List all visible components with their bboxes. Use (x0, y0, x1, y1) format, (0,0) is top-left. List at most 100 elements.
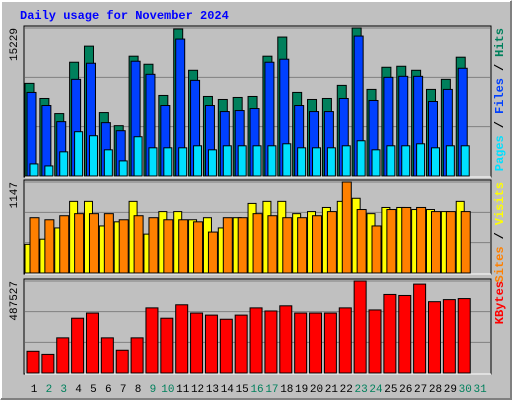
x-tick-label: 21 (325, 384, 339, 396)
bar (413, 283, 427, 374)
x-tick-label: 6 (105, 384, 112, 396)
x-tick-label: 7 (120, 384, 127, 396)
bar (178, 147, 188, 177)
bar (29, 163, 39, 177)
bar (371, 149, 381, 177)
bar (148, 147, 158, 177)
bar (163, 219, 174, 274)
bar (297, 217, 308, 274)
legend-entry: Pages (493, 135, 507, 171)
bar (44, 219, 55, 274)
y-tick-label: 15229 (9, 28, 21, 61)
bar (59, 151, 69, 177)
bar (282, 143, 292, 177)
bar (103, 149, 113, 177)
bar (133, 215, 144, 274)
x-tick-label: 19 (295, 384, 308, 396)
bar (267, 145, 277, 177)
bar (118, 219, 129, 274)
bar (326, 211, 337, 274)
bar (252, 145, 262, 177)
bar (88, 135, 98, 177)
bar (338, 307, 352, 374)
x-tick-label: 1 (31, 384, 38, 396)
bar (383, 293, 397, 374)
y-tick-label: 1147 (9, 182, 21, 208)
bar (26, 350, 40, 374)
x-tick-label: 18 (280, 384, 293, 396)
bar (207, 231, 218, 274)
bar (445, 211, 456, 274)
legend: Sites / Visits (493, 182, 507, 282)
x-tick-label: 30 (459, 384, 472, 396)
x-tick-label: 26 (399, 384, 412, 396)
x-tick-label: 27 (414, 384, 427, 396)
x-tick-label: 2 (46, 384, 53, 396)
x-tick-label: 23 (355, 384, 368, 396)
bar (398, 294, 412, 374)
bar (457, 298, 471, 374)
x-tick-label: 13 (206, 384, 219, 396)
bar (74, 213, 85, 274)
bar (267, 215, 278, 274)
bar (460, 211, 471, 274)
bar (207, 149, 217, 177)
x-tick-label: 4 (75, 384, 82, 396)
bar (74, 131, 84, 177)
bar (386, 209, 397, 274)
legend-entry: KBytes (493, 281, 507, 324)
bar (356, 209, 367, 274)
y-tick-label: 487527 (9, 281, 21, 321)
bar (416, 143, 426, 177)
bar (193, 145, 203, 177)
bar (133, 136, 143, 177)
legend-entry: Sites (493, 246, 507, 282)
x-tick-label: 9 (150, 384, 157, 396)
x-tick-label: 20 (310, 384, 323, 396)
bar (222, 217, 233, 274)
bar (341, 181, 352, 274)
bar (282, 217, 293, 274)
bar (190, 312, 204, 374)
bar (427, 301, 441, 374)
bar (56, 337, 70, 374)
bar (148, 217, 159, 274)
bar (222, 145, 232, 177)
bar (41, 353, 55, 374)
bar (44, 165, 54, 177)
bar (323, 312, 337, 374)
bar (326, 147, 336, 177)
x-tick-label: 22 (340, 384, 353, 396)
x-tick-label: 11 (176, 384, 190, 396)
bar (59, 215, 70, 274)
x-tick-label: 31 (473, 384, 487, 396)
legend: Pages / Files / Hits (493, 28, 507, 171)
bar (312, 147, 322, 177)
bar (353, 280, 367, 374)
bar (279, 305, 293, 374)
legend: KBytes (493, 281, 507, 324)
bar (237, 217, 248, 274)
bar (175, 304, 189, 374)
x-tick-label: 8 (135, 384, 142, 396)
bar (41, 105, 52, 177)
legend-entry: Hits (493, 28, 507, 57)
bar (193, 221, 204, 274)
bar (130, 337, 144, 374)
bar (163, 147, 173, 177)
x-tick-label: 17 (265, 384, 278, 396)
bar (401, 145, 411, 177)
x-tick-label: 14 (221, 384, 235, 396)
bar (160, 317, 174, 374)
bar (401, 206, 412, 274)
bar (115, 349, 129, 374)
bar (29, 217, 40, 274)
bar (237, 145, 247, 177)
bar (88, 213, 99, 274)
bar (309, 312, 323, 374)
bar (416, 206, 427, 274)
bar (430, 147, 440, 177)
